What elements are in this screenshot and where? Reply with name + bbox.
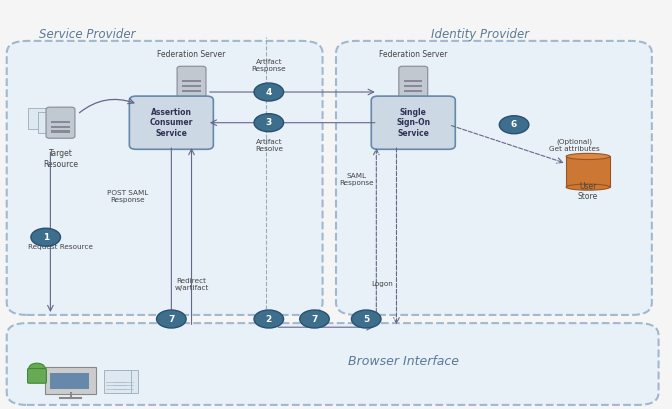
FancyBboxPatch shape	[371, 96, 455, 149]
Text: 6: 6	[511, 120, 517, 129]
FancyBboxPatch shape	[104, 370, 131, 393]
Text: Redirect
w/artifact: Redirect w/artifact	[174, 278, 209, 291]
Circle shape	[254, 114, 284, 132]
Text: 5: 5	[363, 315, 370, 324]
FancyBboxPatch shape	[7, 323, 659, 405]
FancyBboxPatch shape	[38, 112, 62, 133]
FancyBboxPatch shape	[336, 41, 652, 315]
FancyBboxPatch shape	[45, 367, 96, 394]
Ellipse shape	[566, 153, 610, 160]
Text: 7: 7	[311, 315, 318, 324]
Bar	[50, 373, 89, 389]
Text: 4: 4	[265, 88, 272, 97]
Circle shape	[254, 310, 284, 328]
Text: 2: 2	[265, 315, 272, 324]
Bar	[51, 121, 70, 123]
Text: Federation Server: Federation Server	[379, 50, 448, 59]
FancyBboxPatch shape	[28, 369, 46, 383]
Circle shape	[29, 363, 45, 373]
FancyBboxPatch shape	[398, 66, 428, 97]
Text: Target
Resource: Target Resource	[43, 149, 78, 169]
Text: Assertion
Consumer
Service: Assertion Consumer Service	[150, 108, 193, 137]
Circle shape	[300, 310, 329, 328]
Circle shape	[31, 228, 60, 246]
Ellipse shape	[566, 184, 610, 190]
Text: Identity Provider: Identity Provider	[431, 28, 530, 41]
Text: Artifact
Resolve: Artifact Resolve	[255, 139, 283, 152]
FancyBboxPatch shape	[28, 108, 52, 129]
Circle shape	[254, 83, 284, 101]
Text: Logon: Logon	[371, 281, 392, 287]
Text: User
Store: User Store	[578, 182, 598, 201]
Text: Single
Sign-On
Service: Single Sign-On Service	[396, 108, 430, 137]
Bar	[51, 126, 70, 128]
Bar	[405, 85, 423, 87]
FancyBboxPatch shape	[177, 66, 206, 97]
Text: Federation Server: Federation Server	[157, 50, 226, 59]
FancyBboxPatch shape	[46, 107, 75, 138]
Text: 3: 3	[265, 118, 272, 127]
Circle shape	[157, 310, 186, 328]
Bar	[405, 80, 423, 82]
Circle shape	[351, 310, 381, 328]
FancyBboxPatch shape	[7, 41, 323, 315]
Text: POST SAML
Response: POST SAML Response	[107, 190, 149, 203]
Bar	[566, 157, 610, 187]
Text: Request Resource: Request Resource	[28, 245, 93, 250]
Bar	[182, 90, 200, 92]
Text: (Optional)
Get attributes: (Optional) Get attributes	[549, 138, 600, 152]
Bar	[405, 90, 423, 92]
Bar	[51, 130, 70, 133]
Text: Browser Interface: Browser Interface	[347, 355, 459, 369]
Text: 7: 7	[168, 315, 175, 324]
Text: Artifact
Response: Artifact Response	[251, 59, 286, 72]
Bar	[182, 85, 200, 87]
Circle shape	[499, 116, 529, 134]
Text: Service Provider: Service Provider	[39, 28, 136, 41]
FancyBboxPatch shape	[129, 96, 214, 149]
Text: 1: 1	[42, 233, 49, 242]
Bar	[182, 80, 200, 82]
Text: SAML
Response: SAML Response	[339, 173, 374, 187]
FancyBboxPatch shape	[111, 370, 138, 393]
